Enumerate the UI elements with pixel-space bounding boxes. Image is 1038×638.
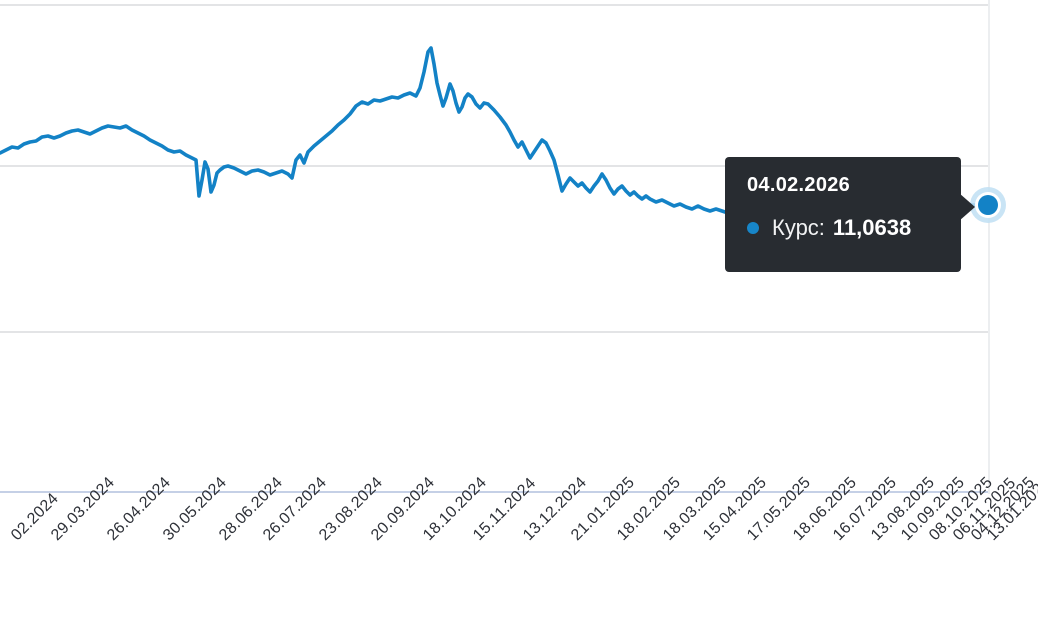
tooltip-arrow: [959, 193, 975, 221]
tooltip-series-label: Курс:: [772, 215, 825, 240]
series-color-dot-icon: [747, 222, 759, 234]
tooltip-date: 04.02.2026: [747, 174, 851, 196]
chart-tooltip: 04.02.2026 Курс: 11,0638: [725, 157, 961, 272]
hover-marker-dot[interactable]: [978, 195, 998, 215]
tooltip-series-value: 11,0638: [832, 215, 912, 240]
tooltip-series-row: Курс: 11,0638: [747, 215, 941, 241]
x-axis-labels: 02.2024 29.03.2024 26.04.2024 30.05.2024 28.…: [0, 474, 1038, 638]
